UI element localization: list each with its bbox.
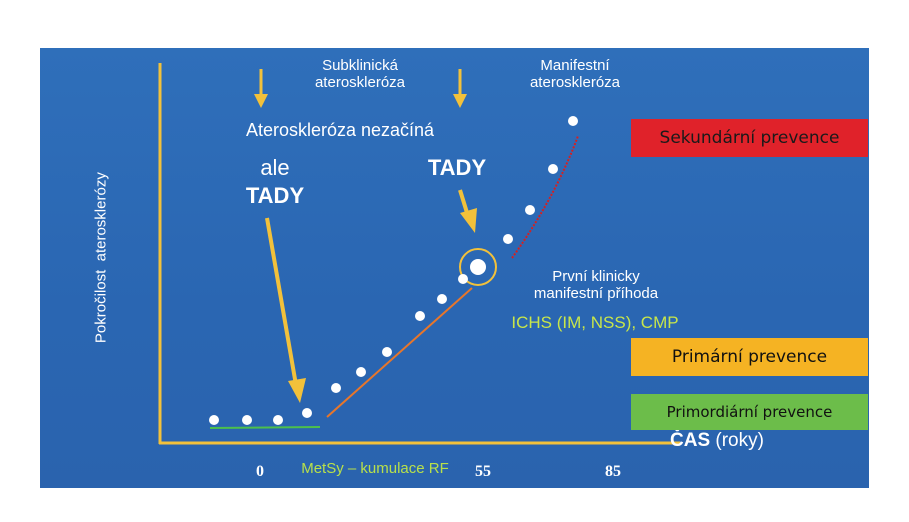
dot (382, 347, 392, 357)
first-event-label: První klinicky manifestní příhoda (533, 268, 659, 303)
dot (548, 164, 558, 174)
arrow-tady-right (458, 189, 477, 233)
green-line (209, 426, 321, 429)
progression-dots (209, 116, 578, 425)
tady-right-label: TADY (427, 155, 487, 180)
x-axis-label: ČAS (roky) (670, 430, 810, 452)
y-axis-label: Pokročilost aterosklerózy (92, 172, 110, 344)
dot (209, 415, 219, 425)
dot (458, 274, 468, 284)
dot (415, 311, 425, 321)
dot (437, 294, 447, 304)
dot (356, 367, 366, 377)
tick-85: 85 (605, 463, 621, 480)
x-axis-unit: (roky) (710, 430, 764, 451)
highlight-dot (470, 259, 486, 275)
dot (568, 116, 578, 126)
ichs-label: ICHS (IM, NSS), CMP (511, 313, 679, 332)
not-start-label: Ateroskleróza nezačíná (245, 120, 435, 140)
ale-label: ale (260, 155, 290, 180)
arrow-tady-left (265, 217, 306, 403)
dot (331, 383, 341, 393)
orange-line (326, 287, 473, 418)
metsy-label: MetSy – kumulace RF (301, 460, 449, 477)
dot (503, 234, 513, 244)
red-curve (511, 135, 579, 259)
dot (273, 415, 283, 425)
dot (242, 415, 252, 425)
tady-left-label: TADY (245, 183, 305, 208)
arrow-down-right (453, 69, 467, 108)
subclinical-label: Subklinická ateroskleróza (314, 57, 406, 92)
dot (302, 408, 312, 418)
tick-55: 55 (475, 463, 491, 480)
slide: Subklinická ateroskleróza Manifestní ate… (40, 48, 869, 488)
dot (525, 205, 535, 215)
arrow-down-left (254, 69, 268, 108)
x-axis-bold: ČAS (670, 430, 711, 451)
primary-prevention-box: Primární prevence (631, 338, 868, 376)
primordial-prevention-box: Primordiární prevence (631, 394, 868, 430)
highlight-ring (459, 248, 497, 286)
diagram-graphics (158, 63, 680, 445)
manifest-label: Manifestní ateroskleróza (529, 57, 621, 92)
tick-0: 0 (256, 463, 264, 480)
secondary-prevention-box: Sekundární prevence (631, 119, 868, 157)
